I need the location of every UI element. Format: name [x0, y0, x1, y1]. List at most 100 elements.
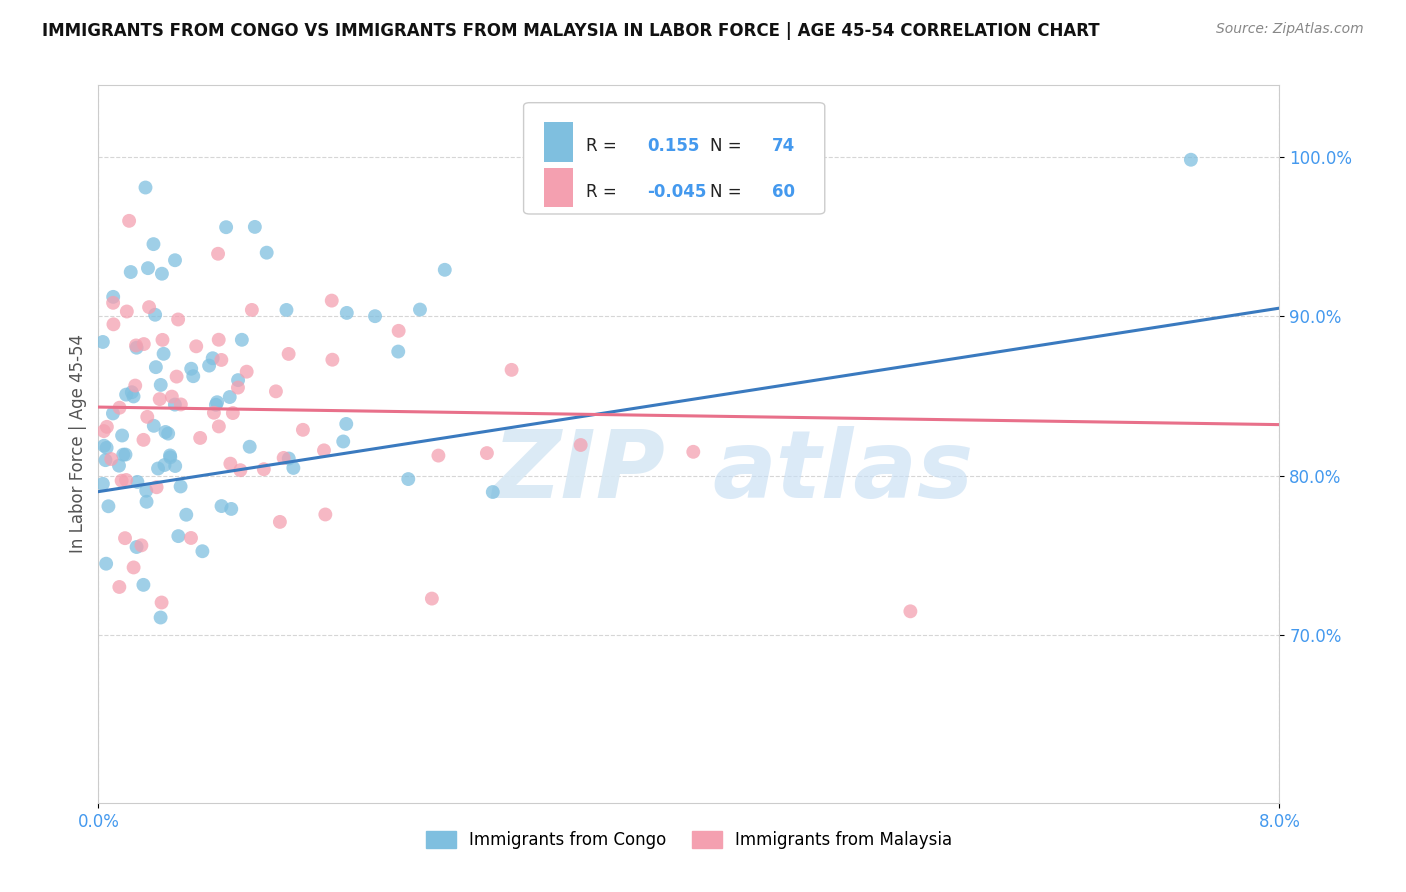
Point	[108, 401, 131, 415]
Point	[291, 423, 314, 437]
Point	[387, 344, 409, 359]
Point	[205, 398, 228, 412]
Point	[150, 595, 173, 609]
Point	[165, 458, 187, 473]
Point	[167, 312, 190, 326]
Point	[145, 360, 167, 375]
Point	[93, 424, 115, 438]
Point	[388, 324, 411, 338]
Point	[682, 445, 704, 459]
Point	[124, 378, 146, 392]
Point	[152, 333, 174, 347]
Point	[91, 334, 114, 349]
Point	[160, 390, 183, 404]
Point	[283, 461, 305, 475]
Point	[481, 485, 503, 500]
Point	[159, 449, 181, 463]
Point	[222, 406, 245, 420]
Point	[125, 338, 148, 352]
Point	[132, 337, 155, 351]
Point	[167, 529, 190, 543]
Point	[170, 397, 193, 411]
Point	[229, 463, 252, 477]
Point	[101, 407, 124, 421]
Point	[149, 392, 172, 406]
Point	[166, 369, 188, 384]
Point	[132, 578, 155, 592]
Point	[226, 381, 249, 395]
Point	[215, 220, 238, 235]
Point	[277, 347, 299, 361]
Point	[420, 591, 443, 606]
Point	[115, 387, 138, 401]
Point	[208, 419, 231, 434]
Point	[174, 508, 197, 522]
Point	[433, 262, 456, 277]
Point	[208, 333, 231, 347]
Point	[101, 295, 124, 310]
Point	[132, 433, 155, 447]
Point	[321, 352, 343, 367]
Point	[201, 351, 224, 366]
Point	[314, 508, 336, 522]
Point	[218, 390, 240, 404]
Point	[114, 531, 136, 545]
Y-axis label: In Labor Force | Age 45-54: In Labor Force | Age 45-54	[69, 334, 87, 553]
Point	[118, 214, 141, 228]
Point	[396, 472, 419, 486]
Point	[131, 538, 153, 552]
Text: 74: 74	[772, 136, 794, 155]
Text: R =: R =	[586, 183, 623, 201]
Point	[155, 425, 177, 439]
Point	[93, 439, 115, 453]
Point	[569, 438, 592, 452]
Point	[163, 253, 186, 268]
Point	[243, 219, 266, 234]
Point	[231, 333, 253, 347]
Point	[110, 474, 132, 488]
Point	[277, 451, 299, 466]
Point	[122, 389, 145, 403]
Point	[219, 457, 242, 471]
Point	[120, 265, 142, 279]
Point	[134, 180, 156, 194]
Point	[364, 309, 387, 323]
Text: 60: 60	[772, 183, 794, 201]
Point	[152, 347, 174, 361]
Point	[145, 480, 167, 494]
Point	[135, 495, 157, 509]
Point	[186, 339, 208, 353]
Point	[108, 580, 131, 594]
Text: N =: N =	[710, 183, 747, 201]
Point	[198, 359, 221, 373]
Point	[115, 304, 138, 318]
Text: R =: R =	[586, 136, 623, 155]
Point	[142, 418, 165, 433]
Point	[276, 302, 298, 317]
Bar	[544, 122, 574, 161]
Point	[159, 450, 181, 465]
Point	[146, 461, 169, 475]
Point	[253, 462, 276, 476]
Bar	[544, 168, 574, 208]
Point	[239, 440, 262, 454]
Point	[125, 341, 148, 355]
Text: IMMIGRANTS FROM CONGO VS IMMIGRANTS FROM MALAYSIA IN LABOR FORCE | AGE 45-54 COR: IMMIGRANTS FROM CONGO VS IMMIGRANTS FROM…	[42, 22, 1099, 40]
Point	[112, 448, 135, 462]
Point	[153, 458, 176, 472]
Point	[150, 267, 173, 281]
Point	[94, 453, 117, 467]
Point	[157, 426, 180, 441]
Legend: Immigrants from Congo, Immigrants from Malaysia: Immigrants from Congo, Immigrants from M…	[419, 824, 959, 855]
Point	[264, 384, 287, 399]
Point	[108, 458, 131, 473]
Point	[188, 431, 211, 445]
Point	[180, 361, 202, 376]
Point	[121, 385, 143, 400]
Point	[202, 406, 225, 420]
Point	[103, 318, 125, 332]
Point	[226, 373, 249, 387]
Point	[1180, 153, 1202, 167]
Point	[321, 293, 343, 308]
Point	[209, 353, 232, 368]
